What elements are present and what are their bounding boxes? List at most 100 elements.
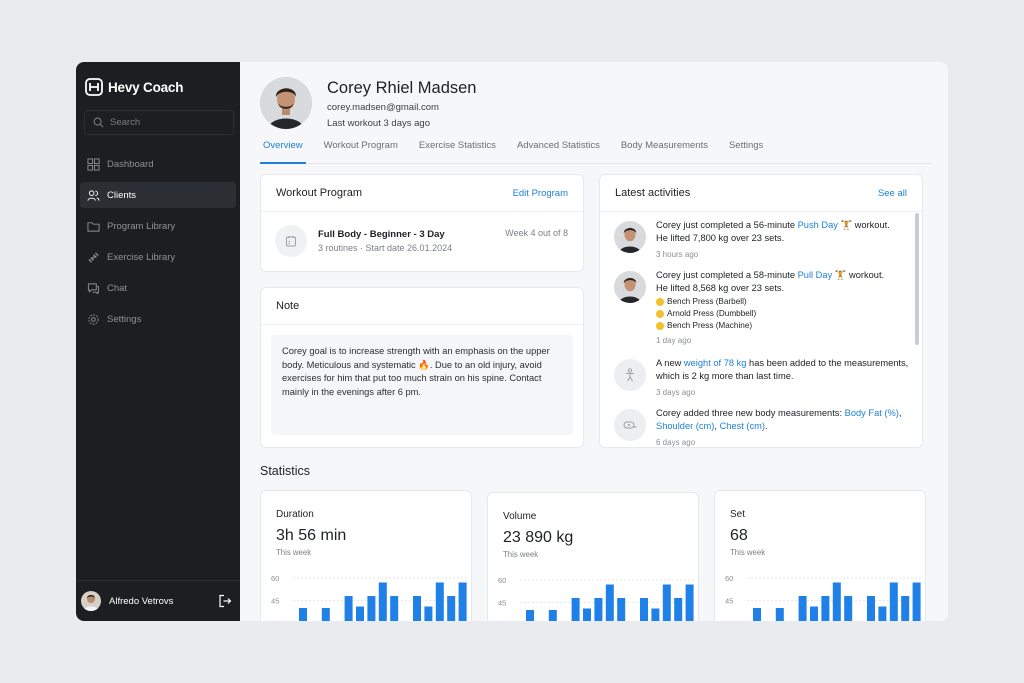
logo[interactable]: Hevy Coach	[85, 78, 183, 96]
chart-bar	[367, 596, 376, 621]
app-name: Hevy Coach	[108, 79, 184, 95]
users-icon	[87, 189, 100, 201]
note-card: Note Corey goal is to increase strength …	[260, 287, 584, 448]
sidebar-item-settings[interactable]: Settings	[80, 306, 236, 332]
tab-body-measurements[interactable]: Body Measurements	[620, 140, 708, 151]
activity-link[interactable]: Push Day	[797, 220, 838, 230]
chat-icon	[87, 282, 100, 295]
program-name[interactable]: Full Body - Beginner - 3 Day	[318, 229, 445, 240]
activity-link[interactable]: Shoulder (cm)	[656, 421, 715, 432]
card-title: Latest activities	[615, 187, 691, 199]
chart-bar	[753, 608, 761, 621]
sidebar: Hevy Coach Search Dashboard Clients Prog…	[76, 62, 240, 621]
chart-bar	[685, 584, 694, 621]
sidebar-item-clients[interactable]: Clients	[80, 182, 236, 208]
stat-period: This week	[276, 548, 312, 557]
logout-icon[interactable]	[218, 594, 232, 608]
chart-bar	[832, 582, 841, 621]
stat-value: 23 890 kg	[503, 529, 574, 546]
edit-program-link[interactable]: Edit Program	[512, 188, 568, 199]
chart-bar	[435, 582, 444, 621]
stat-card-duration[interactable]: Duration 3h 56 min This week 60 45 30	[260, 490, 472, 621]
activity-link[interactable]: Chest (cm)	[719, 421, 766, 432]
lifting-icon: 🏋	[837, 220, 853, 230]
activity-text: .	[765, 421, 768, 432]
stat-card-volume[interactable]: Volume 23 890 kg This week 60 45 30	[487, 492, 699, 621]
search-input[interactable]: Search	[84, 110, 234, 135]
current-user[interactable]: Alfredo Vetrovs	[76, 580, 240, 621]
app-window: Hevy Coach Search Dashboard Clients Prog…	[76, 62, 948, 621]
exercise-name: Bench Press (Machine)	[667, 320, 753, 330]
gear-icon	[88, 313, 99, 325]
hevy-logo-icon	[85, 78, 103, 96]
chart-bar	[889, 582, 898, 621]
y-tick-label: 45	[725, 597, 733, 606]
activity-time: 1 day ago	[656, 335, 692, 345]
activity-time: 3 hours ago	[656, 249, 699, 259]
sidebar-item-label: Chat	[107, 282, 128, 294]
chart-bar	[390, 596, 399, 621]
activity-text: workout.	[846, 270, 885, 280]
stat-card-set[interactable]: Set 68 This week 60 45 30	[714, 490, 926, 621]
dashboard-icon	[87, 157, 100, 171]
chart-bar	[424, 606, 433, 621]
lifting-icon: 🏋	[832, 270, 847, 280]
activity-link[interactable]: weight of 78 kg	[683, 358, 747, 368]
chart-bar	[912, 582, 921, 621]
card-title: Workout Program	[276, 187, 362, 199]
activity-time: 6 days ago	[656, 437, 696, 447]
tab-overview[interactable]: Overview	[260, 138, 306, 164]
stat-label: Set	[730, 509, 746, 520]
sidebar-nav: Dashboard Clients Program Library Exerci…	[80, 151, 236, 337]
sidebar-item-label: Dashboard	[107, 158, 154, 170]
chart-bar	[821, 596, 830, 621]
chart-bar	[321, 608, 330, 621]
stat-value: 68	[730, 527, 748, 544]
chart-bar	[583, 608, 591, 621]
scrollbar[interactable]	[915, 213, 919, 345]
activity-link[interactable]: Pull Day	[797, 270, 833, 280]
sidebar-item-chat[interactable]: Chat	[80, 275, 236, 301]
search-placeholder: Search	[110, 117, 141, 128]
chart-bar	[901, 596, 910, 621]
user-avatar	[81, 591, 101, 611]
exercise-name: Arnold Press (Dumbbell)	[667, 308, 757, 318]
chart-bar	[605, 584, 614, 621]
chart-bar	[378, 582, 387, 621]
chart-bar	[844, 596, 853, 621]
chart-bar	[413, 596, 421, 621]
divider	[261, 324, 583, 325]
sidebar-item-label: Clients	[107, 189, 137, 201]
note-text-start: Corey goal is to increase strength with …	[282, 346, 550, 370]
activity-link[interactable]: Body Fat (%)	[844, 408, 899, 418]
chart-bar	[867, 596, 875, 621]
tab-workout-program[interactable]: Workout Program	[323, 140, 398, 151]
stat-value: 3h 56 min	[276, 527, 347, 544]
sidebar-item-exercise-library[interactable]: Exercise Library	[80, 244, 236, 270]
see-all-link[interactable]: See all	[877, 188, 907, 199]
client-avatar	[260, 77, 312, 129]
stat-period: This week	[503, 550, 539, 559]
note-text[interactable]: Corey goal is to increase strength with …	[271, 335, 573, 435]
tab-advanced-statistics[interactable]: Advanced Statistics	[516, 140, 600, 151]
chart-bar	[344, 596, 353, 621]
sidebar-item-dashboard[interactable]: Dashboard	[80, 151, 236, 177]
activity-text: has been added to the measurements, whic…	[656, 358, 909, 382]
y-tick-label: 60	[271, 574, 279, 583]
measuring-tape-icon	[614, 409, 646, 441]
tab-exercise-statistics[interactable]: Exercise Statistics	[418, 140, 496, 151]
sidebar-item-program-library[interactable]: Program Library	[80, 213, 236, 239]
y-tick-label: 45	[498, 599, 506, 608]
client-name: Corey Rhiel Madsen	[327, 79, 477, 97]
chart-bar	[548, 610, 557, 621]
tab-settings[interactable]: Settings	[728, 140, 764, 151]
tab-bar: Overview Workout Program Exercise Statis…	[260, 138, 932, 164]
activity-text: Corey just completed a 56-minute	[656, 220, 798, 230]
stat-label: Duration	[276, 509, 314, 520]
y-tick-label: 60	[725, 574, 733, 583]
user-name: Alfredo Vetrovs	[109, 595, 174, 607]
exercise-name: Bench Press (Barbell)	[667, 296, 747, 306]
